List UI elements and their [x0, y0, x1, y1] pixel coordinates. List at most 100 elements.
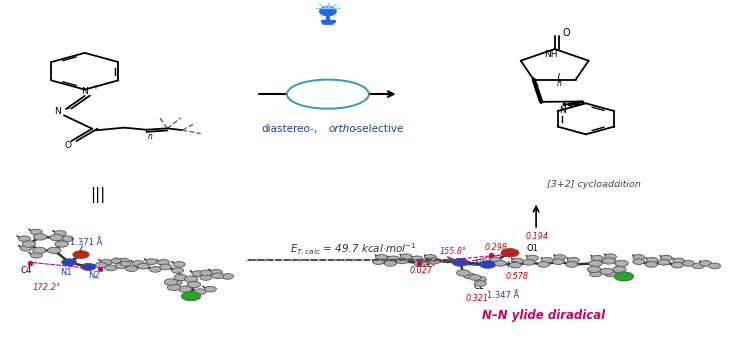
Circle shape	[174, 274, 187, 281]
Text: NH: NH	[545, 50, 558, 59]
Circle shape	[54, 230, 66, 236]
Text: 0.027: 0.027	[410, 266, 433, 275]
Circle shape	[475, 281, 486, 286]
Circle shape	[126, 266, 138, 272]
Text: O1: O1	[527, 244, 539, 253]
Circle shape	[427, 258, 440, 264]
Text: N: N	[81, 87, 88, 96]
Text: N2: N2	[88, 271, 100, 280]
Text: +: +	[92, 85, 98, 90]
Point	[94, 267, 106, 272]
Circle shape	[138, 263, 150, 269]
Circle shape	[111, 258, 121, 263]
Circle shape	[101, 259, 112, 265]
Circle shape	[512, 258, 524, 264]
Circle shape	[700, 261, 711, 266]
Circle shape	[33, 247, 46, 253]
Circle shape	[692, 263, 704, 269]
Text: O: O	[562, 28, 571, 38]
Circle shape	[384, 261, 396, 266]
Circle shape	[146, 259, 158, 264]
Circle shape	[489, 257, 501, 263]
Circle shape	[165, 279, 177, 285]
Text: (: (	[557, 73, 562, 83]
Circle shape	[187, 281, 200, 288]
Circle shape	[463, 273, 475, 279]
Circle shape	[645, 262, 657, 267]
Text: diastereo-,: diastereo-,	[261, 124, 318, 135]
Text: 0.321: 0.321	[466, 294, 489, 303]
Circle shape	[495, 261, 507, 266]
Circle shape	[708, 263, 720, 269]
Text: 0.194: 0.194	[526, 233, 549, 241]
Circle shape	[538, 262, 550, 267]
Circle shape	[615, 260, 628, 267]
Circle shape	[542, 257, 554, 263]
Circle shape	[414, 260, 428, 267]
Circle shape	[457, 270, 470, 276]
Circle shape	[612, 266, 626, 273]
Circle shape	[387, 256, 399, 262]
Point	[571, 99, 583, 105]
Circle shape	[523, 259, 535, 265]
Circle shape	[604, 254, 616, 259]
Point	[576, 99, 588, 104]
Circle shape	[554, 255, 566, 260]
Circle shape	[589, 271, 601, 277]
Text: O: O	[64, 141, 71, 150]
Circle shape	[671, 262, 683, 268]
Circle shape	[568, 257, 579, 263]
Point	[572, 100, 584, 106]
Circle shape	[553, 259, 565, 264]
Circle shape	[118, 258, 130, 264]
Circle shape	[452, 258, 469, 266]
Text: N: N	[54, 107, 60, 116]
Ellipse shape	[320, 7, 336, 16]
Point	[576, 99, 588, 104]
Text: N: N	[559, 106, 566, 115]
Text: C4: C4	[423, 258, 434, 267]
Circle shape	[62, 236, 74, 241]
Text: 172.2°: 172.2°	[33, 282, 61, 291]
Text: EnT: EnT	[319, 89, 337, 99]
Circle shape	[178, 286, 191, 292]
Text: 0.578: 0.578	[506, 272, 529, 281]
Text: 1.347 Å: 1.347 Å	[486, 291, 519, 299]
Point	[486, 252, 498, 258]
Text: C2: C2	[473, 282, 484, 291]
Circle shape	[589, 260, 602, 267]
Circle shape	[200, 270, 212, 276]
Circle shape	[469, 275, 481, 280]
Point	[530, 82, 542, 88]
Ellipse shape	[287, 80, 369, 109]
Circle shape	[50, 234, 63, 241]
Point	[559, 102, 571, 107]
Text: −: −	[65, 105, 71, 112]
Circle shape	[604, 271, 616, 277]
Circle shape	[34, 234, 47, 240]
Circle shape	[614, 272, 633, 281]
Circle shape	[566, 262, 577, 267]
Circle shape	[158, 259, 170, 265]
Circle shape	[587, 266, 600, 273]
Point	[565, 103, 577, 109]
Text: |||: |||	[89, 187, 105, 202]
Circle shape	[372, 259, 384, 264]
Text: N–N ylide diradical: N–N ylide diradical	[482, 309, 605, 322]
Circle shape	[73, 251, 89, 258]
Circle shape	[633, 255, 644, 260]
Circle shape	[396, 258, 408, 264]
Text: n: n	[148, 132, 153, 141]
Circle shape	[31, 252, 42, 258]
Circle shape	[168, 284, 180, 291]
Circle shape	[173, 262, 185, 267]
Circle shape	[31, 229, 42, 235]
Circle shape	[48, 247, 61, 253]
Point	[563, 101, 575, 107]
Circle shape	[19, 236, 31, 241]
Circle shape	[184, 276, 197, 282]
Text: $E_{T,calc}$ = 49.7 kcal·mol$^{-1}$: $E_{T,calc}$ = 49.7 kcal·mol$^{-1}$	[291, 241, 417, 258]
Point	[25, 261, 37, 266]
Circle shape	[682, 261, 694, 266]
Circle shape	[411, 256, 423, 262]
